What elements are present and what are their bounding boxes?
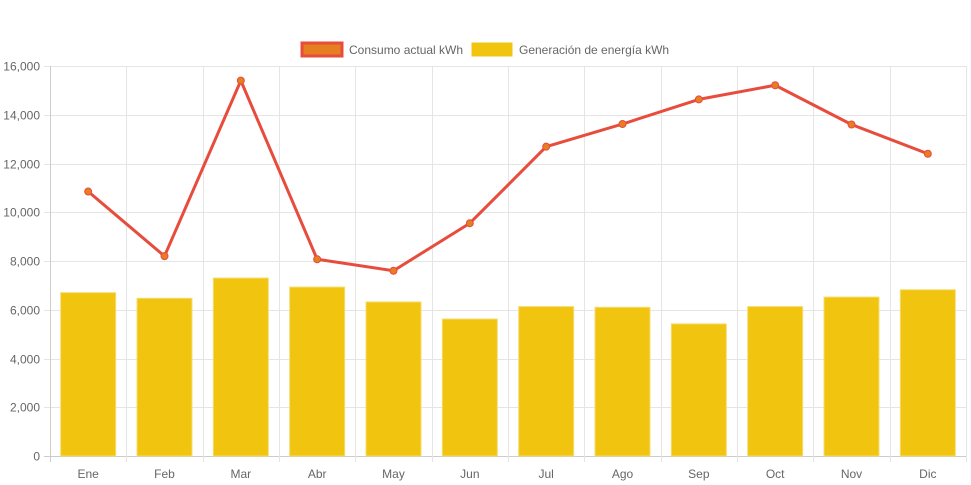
consumption-point (465, 219, 474, 228)
x-tick-label: Ene (77, 467, 99, 481)
legend: Consumo actual kWh Generación de energía… (300, 41, 669, 58)
generation-bar (60, 292, 117, 457)
x-tick-label: May (382, 467, 405, 481)
generation-bar (441, 318, 498, 457)
consumption-point (236, 76, 245, 85)
y-axis: 0 2,000 4,000 6,000 8,000 10,000 12,000 14,000 1… (3, 60, 40, 464)
x-tick-label: Dic (919, 467, 936, 481)
consumption-point (313, 255, 322, 264)
generation-bar (212, 277, 269, 457)
x-tick-label: Sep (688, 467, 710, 481)
legend-swatch-generation (471, 42, 513, 57)
generation-bar (823, 296, 880, 457)
x-tick-label: Abr (308, 467, 327, 481)
y-tick-label: 12,000 (3, 158, 40, 172)
legend-label-generation: Generación de energía kWh (519, 43, 669, 57)
consumption-point (694, 95, 703, 104)
consumption-point (618, 120, 627, 129)
generation-bar (136, 297, 193, 457)
x-tick-label: Feb (154, 467, 175, 481)
consumption-point (771, 81, 780, 90)
x-tick-label: Ago (612, 467, 634, 481)
y-tick-label: 8,000 (10, 255, 40, 269)
x-tick-label: Nov (841, 467, 862, 481)
x-axis: Ene Feb Mar Abr May Jun Jul Ago Sep Oct Nov Dic (77, 467, 936, 481)
legend-item-consumption[interactable]: Consumo actual kWh (300, 41, 463, 58)
x-tick-label: Jul (538, 467, 553, 481)
consumption-line-path (87, 79, 929, 273)
generation-bar (365, 301, 422, 457)
generation-bar (518, 306, 575, 457)
consumption-point (847, 120, 856, 129)
generation-bar (747, 306, 804, 457)
legend-swatch-consumption (300, 41, 344, 58)
consumption-point (389, 266, 398, 275)
generation-bar (899, 289, 956, 457)
consumption-point (84, 187, 93, 196)
generation-bar (670, 323, 727, 457)
y-tick-label: 6,000 (10, 304, 40, 318)
generation-bars (60, 277, 956, 457)
y-tick-label: 14,000 (3, 109, 40, 123)
consumption-line (84, 76, 932, 275)
x-tick-label: Jun (460, 467, 479, 481)
consumption-point (542, 142, 551, 151)
y-tick-label: 4,000 (10, 353, 40, 367)
y-tick-label: 16,000 (3, 60, 40, 74)
x-tick-label: Mar (230, 467, 251, 481)
x-tick-label: Oct (766, 467, 785, 481)
generation-bar (594, 306, 651, 457)
y-tick-label: 10,000 (3, 206, 40, 220)
legend-item-generation[interactable]: Generación de energía kWh (471, 42, 669, 57)
y-tick-label: 0 (33, 450, 40, 464)
y-tick-label: 2,000 (10, 401, 40, 415)
legend-label-consumption: Consumo actual kWh (349, 43, 463, 57)
generation-bar (289, 286, 346, 457)
consumption-point (160, 252, 169, 261)
consumption-point (923, 149, 932, 158)
